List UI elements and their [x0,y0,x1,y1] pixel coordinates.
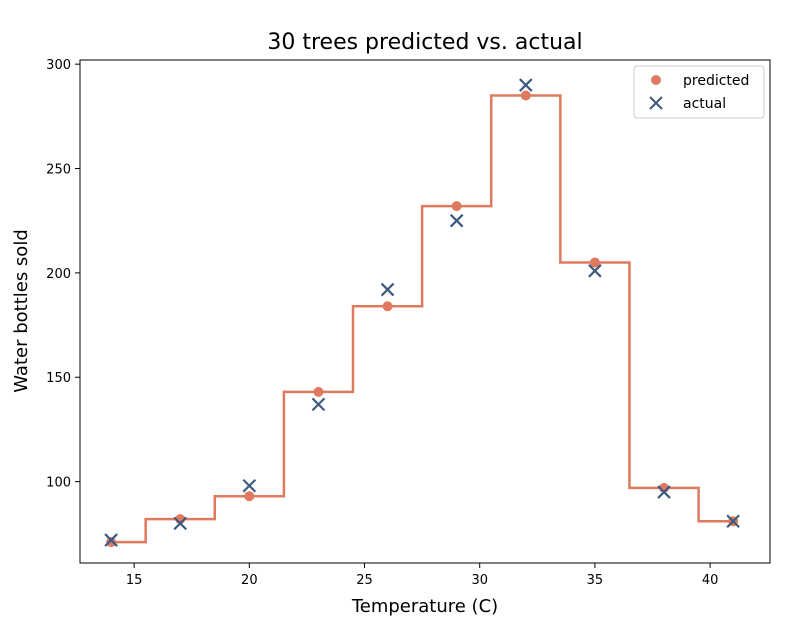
actual-point [311,397,326,412]
legend: predicted actual [633,65,765,119]
x-tick-label: 25 [356,573,373,588]
actual-point [104,533,118,547]
actual-point [173,516,187,531]
predicted-point [313,386,324,397]
legend-label-predicted: predicted [683,73,749,89]
x-tick-label: 20 [241,573,258,588]
predicted-point [244,491,255,502]
ticks: 15 20 25 30 35 40 100 150 200 250 300 [46,58,718,588]
y-tick-label: 150 [46,371,71,386]
actual-point [449,213,464,228]
predicted-point [382,301,393,312]
x-tick-label: 15 [126,573,143,588]
chart-title: 30 trees predicted vs. actual [267,30,582,55]
x-tick-label: 35 [587,573,604,588]
predicted-point [589,257,600,268]
legend-label-actual: actual [683,96,726,112]
x-axis-label: Temperature (C) [351,596,498,617]
actual-point [519,78,533,92]
predicted-point [520,90,531,101]
y-tick-label: 200 [46,267,71,282]
predicted-point [451,201,462,212]
plot-area [79,59,771,564]
y-axis-label: Water bottles sold [11,229,32,392]
legend-box [633,65,765,119]
actual-point [588,264,602,278]
predicted-point [106,537,117,548]
plot-content [104,78,740,548]
actual-point [242,478,257,493]
actual-point [380,282,395,297]
actual-point [657,485,671,499]
legend-marker-actual [649,96,663,110]
y-tick-label: 250 [46,163,71,178]
step-line [111,94,734,544]
x-tick-label: 40 [702,573,719,588]
actual-point [726,514,740,529]
x-tick-label: 30 [471,573,488,588]
y-tick-label: 300 [46,58,71,73]
legend-marker-predicted [651,75,661,85]
y-tick-label: 100 [46,476,71,491]
